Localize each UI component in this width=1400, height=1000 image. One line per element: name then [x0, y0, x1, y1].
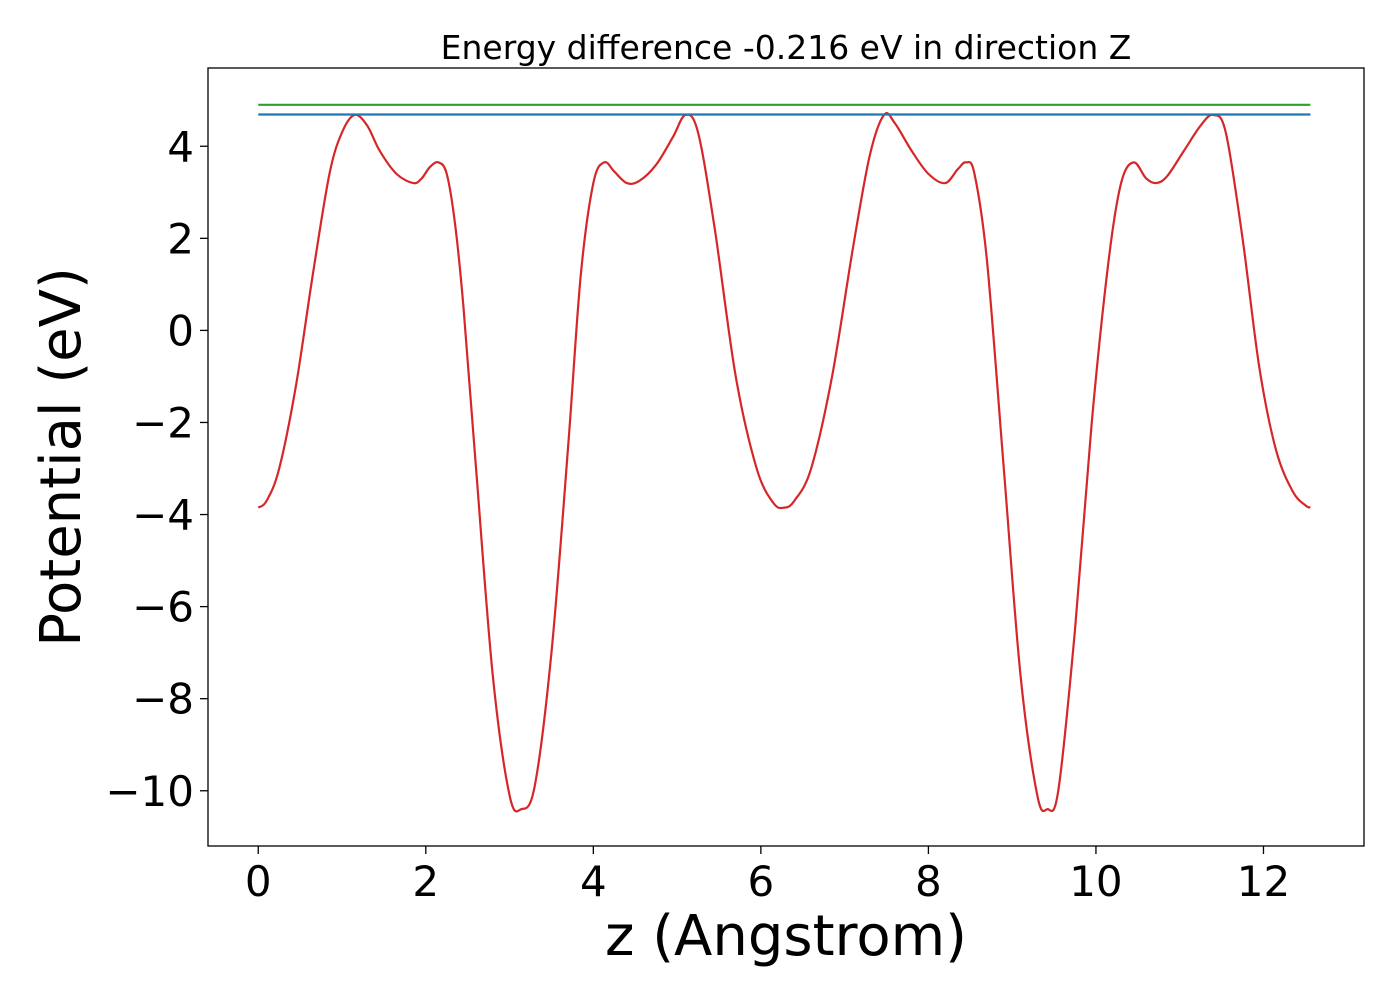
x-tick-label: 4	[580, 857, 607, 906]
y-tick-label: −8	[132, 675, 194, 724]
y-tick-label: 4	[167, 122, 194, 171]
y-tick-label: −2	[132, 398, 194, 447]
x-axis-title: z (Angstrom)	[605, 904, 967, 969]
chart-title: Energy difference -0.216 eV in direction…	[441, 28, 1132, 67]
y-tick-label: 0	[167, 306, 194, 355]
y-tick-label: −10	[105, 767, 194, 816]
x-tick-label: 12	[1237, 857, 1290, 906]
potential-curve	[257, 112, 1311, 813]
plot-area-frame	[207, 67, 1365, 847]
x-tick-label: 0	[245, 857, 272, 906]
x-tick-label: 6	[748, 857, 775, 906]
x-tick-label: 8	[915, 857, 942, 906]
x-tick-label: 2	[412, 857, 439, 906]
x-tick-label: 10	[1069, 857, 1122, 906]
y-tick-label: −6	[132, 583, 194, 632]
y-axis-title: Potential (eV)	[29, 267, 94, 647]
y-tick-label: −4	[132, 491, 194, 540]
y-tick-label: 2	[167, 214, 194, 263]
